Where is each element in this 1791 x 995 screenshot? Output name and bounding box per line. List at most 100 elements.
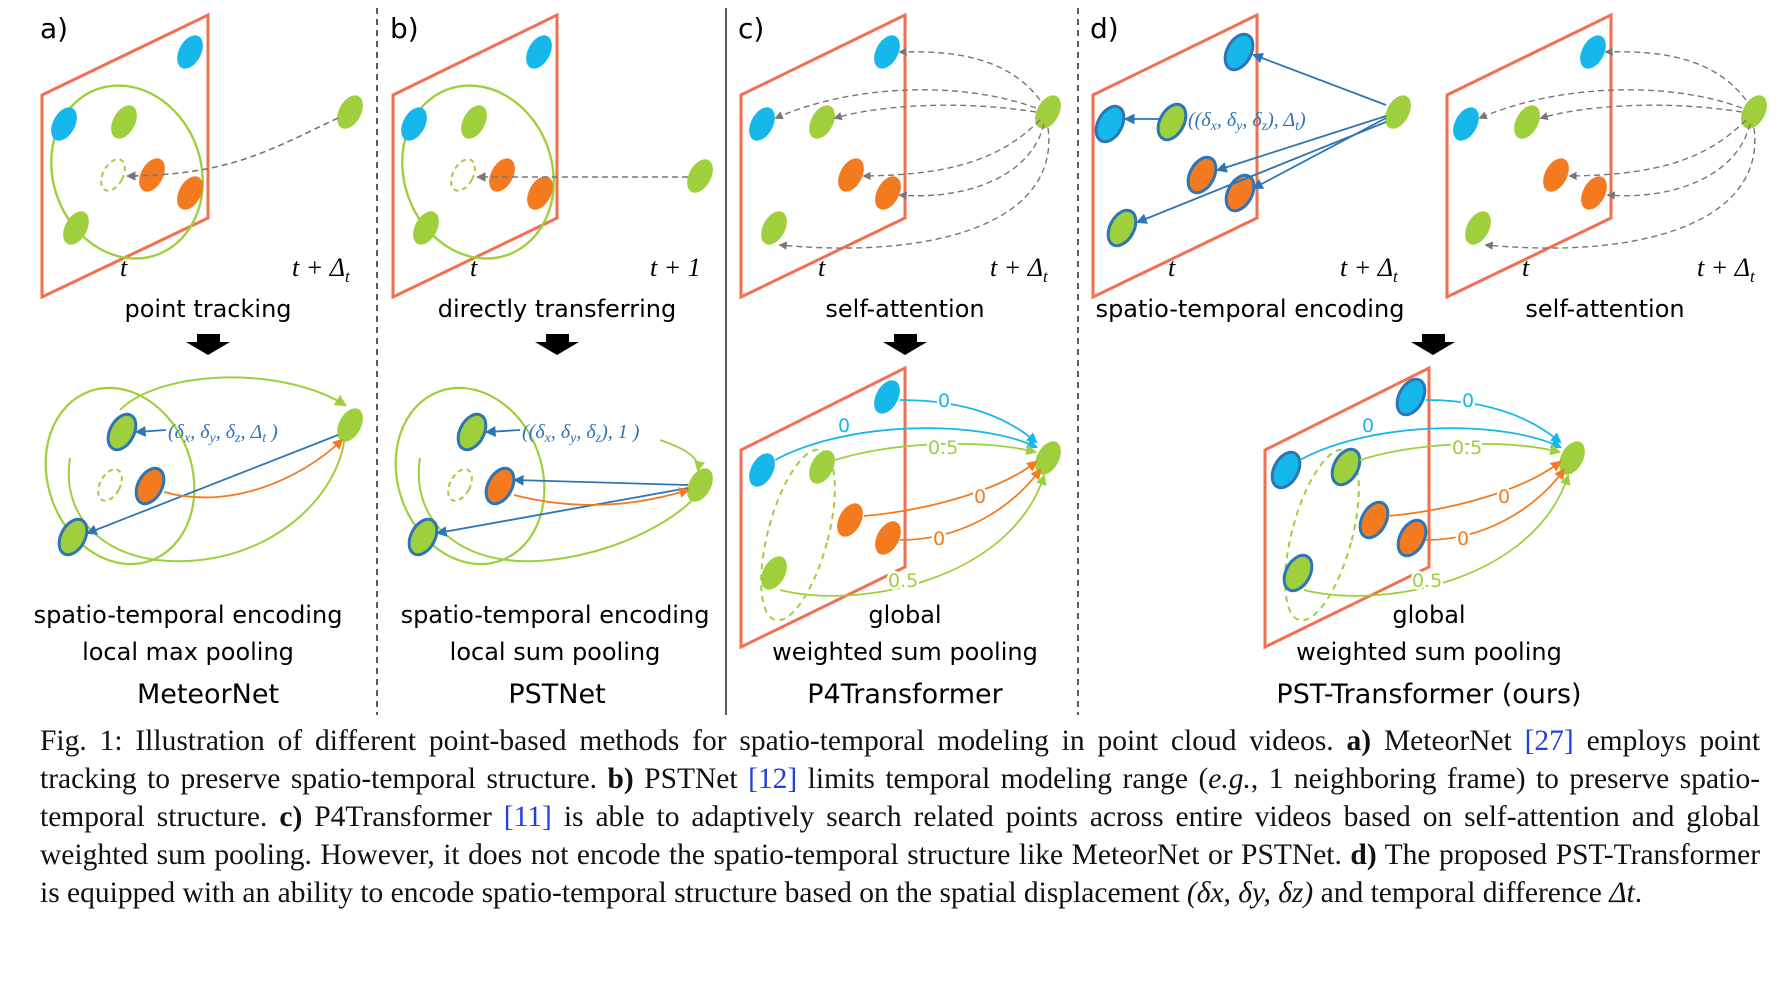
attention-arrow (1606, 123, 1751, 200)
point-blue (1453, 107, 1479, 141)
point-query (687, 468, 713, 502)
point-green (1465, 211, 1491, 245)
edge-blue (134, 426, 167, 437)
down-arrow (186, 334, 230, 355)
caption-b-text-3: , 1 neighboring frame) to preserve spati… (40, 763, 1761, 833)
pooling-caption: weighted sum pooling (772, 638, 1038, 666)
label-t-delta: t + Δt (292, 253, 351, 286)
point-orange (837, 503, 863, 537)
encoding-region (44, 386, 196, 566)
panel-d: d) ((δx, δy, δz), Δt) t t + Δt spatio-te… (1090, 12, 1767, 710)
frame-t (739, 12, 907, 300)
point-query (337, 408, 363, 442)
edge-blue (1135, 121, 1387, 224)
attention-group (760, 448, 836, 622)
weight-edge (834, 442, 1038, 461)
method-name: P4Transformer (807, 679, 1003, 710)
edge-blue (1252, 117, 1387, 190)
weight-label: 0 (933, 528, 945, 550)
point-blue (749, 107, 775, 141)
encoding-caption: spatio-temporal encoding (34, 601, 343, 629)
point-blue (1094, 104, 1126, 144)
weight-label: 0 (1498, 486, 1510, 508)
attention-arrow (1539, 104, 1743, 121)
formula: ((δx, δy, δz), 1 ) (522, 421, 640, 446)
encoding-caption: spatio-temporal encoding (401, 601, 710, 629)
pooling-caption: weighted sum pooling (1296, 638, 1562, 666)
point-orange (875, 521, 901, 555)
point-orange (875, 176, 901, 210)
point-ghost (447, 468, 473, 502)
label-t-delta: t + Δt (1340, 253, 1399, 286)
edge-blue (1251, 53, 1387, 106)
point-green (1106, 208, 1138, 248)
top-caption: self-attention (825, 295, 984, 323)
point-blue (401, 107, 427, 141)
caption-d-text-2: and temporal difference (1320, 877, 1602, 909)
caption-b-label: b) (607, 763, 634, 795)
attention-arrow (1484, 127, 1756, 250)
panel-letter-d: d) (1090, 12, 1119, 45)
top-caption: directly transferring (438, 295, 676, 323)
point-green (1282, 553, 1314, 593)
panel-c: c) t t + Δt self-attention 0 (738, 12, 1061, 710)
caption-intro: Illustration of different point-based me… (135, 725, 1334, 757)
point-blue (526, 35, 552, 69)
attention-arrow (1568, 119, 1747, 181)
point-orange (838, 158, 864, 192)
label-t: t (1522, 253, 1530, 282)
caption-d-math-1: (δx, δy, δz) (1186, 877, 1314, 909)
point-blue (874, 35, 900, 69)
encoding-caption: global (1392, 601, 1465, 629)
caption-b-text-1: PSTNet (644, 763, 738, 795)
point-green (456, 412, 488, 452)
weight-label: 0 (1362, 415, 1374, 437)
point-orange (1543, 158, 1569, 192)
edge-orange (163, 438, 344, 499)
panel-letter-b: b) (390, 12, 419, 45)
caption-a-ref[interactable]: [27] (1524, 725, 1574, 757)
point-ghost (450, 158, 476, 192)
point-blue (874, 380, 900, 414)
label-t-delta: t + Δt (990, 253, 1049, 286)
encoding-caption: global (868, 601, 941, 629)
point-orange (1396, 518, 1428, 558)
caption-b-ref[interactable]: [12] (748, 763, 798, 795)
edge-green (659, 439, 705, 473)
weight-edge (779, 473, 1047, 597)
weight-edge (899, 399, 1038, 444)
weight-edge (863, 460, 1038, 517)
attention-arrow (778, 127, 1050, 250)
weight-label: 0.5 (888, 570, 918, 592)
frame-t (1091, 12, 1259, 300)
point-orange (527, 176, 553, 210)
neighborhood-circle (50, 84, 204, 260)
figure-caption: Fig. 1: Illustration of different point-… (40, 722, 1760, 912)
pooling-caption: local sum pooling (450, 638, 661, 666)
point-green (407, 517, 439, 557)
weight-edge (1425, 399, 1562, 444)
figure-illustration: a) t t + Δt point tracking (δx, δy, δz, … (34, 8, 1767, 715)
caption-b-eg: e.g. (1208, 763, 1251, 795)
point-green (63, 211, 89, 245)
point-blue (177, 35, 203, 69)
point-blue (51, 107, 77, 141)
frame-t (391, 12, 559, 300)
formula: ((δx, δy, δz), Δt) (1188, 109, 1306, 134)
weight-edge (1425, 468, 1566, 541)
caption-c-ref[interactable]: [11] (503, 801, 552, 833)
caption-d-text-1: The proposed PST-Transformer is equipped… (40, 839, 1761, 909)
neighborhood-circle (401, 84, 555, 260)
weight-edge (774, 427, 1038, 461)
weight-label: 0.5 (928, 437, 958, 459)
point-orange (139, 158, 165, 192)
top-caption: point tracking (124, 295, 291, 323)
caption-c-text-1: P4Transformer (314, 801, 492, 833)
frame-t (739, 365, 907, 650)
attention-arrow (898, 47, 1041, 101)
top-caption-left: spatio-temporal encoding (1096, 295, 1405, 323)
edge-blue (484, 426, 521, 437)
caption-fig-label: Fig. 1: (40, 725, 123, 757)
panel-letter-a: a) (40, 12, 68, 45)
method-name: PST-Transformer (ours) (1276, 679, 1581, 710)
